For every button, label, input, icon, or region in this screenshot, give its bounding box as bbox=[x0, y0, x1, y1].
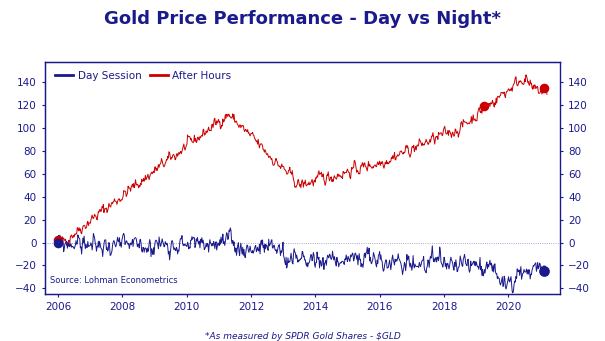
Point bbox=[53, 237, 63, 243]
Text: *As measured by SPDR Gold Shares - $GLD: *As measured by SPDR Gold Shares - $GLD bbox=[204, 332, 401, 341]
Point bbox=[53, 240, 63, 245]
Legend: Day Session, After Hours: Day Session, After Hours bbox=[50, 67, 236, 85]
Text: Source: Lohman Econometrics: Source: Lohman Econometrics bbox=[50, 276, 178, 285]
Point bbox=[539, 268, 549, 274]
Point bbox=[539, 85, 549, 91]
Text: Gold Price Performance - Day vs Night*: Gold Price Performance - Day vs Night* bbox=[104, 10, 501, 28]
Point bbox=[479, 104, 489, 109]
